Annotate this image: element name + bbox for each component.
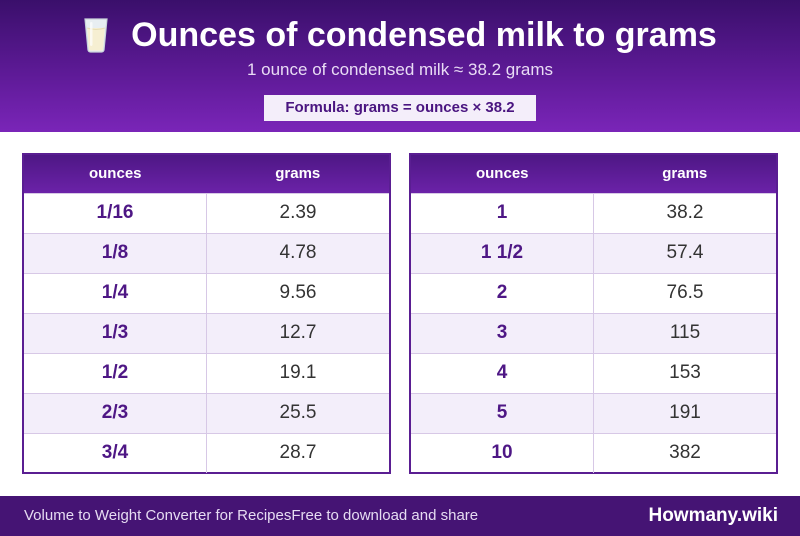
header-banner: Ounces of condensed milk to grams 1 ounc… [0, 0, 800, 132]
ounces-cell: 4 [411, 352, 594, 393]
table-row: 2 76.5 [411, 272, 776, 313]
table-header-row: ounces grams [24, 155, 389, 193]
table-row: 1/3 12.7 [24, 312, 389, 353]
table-row: 1 1/2 57.4 [411, 232, 776, 273]
table-row: 1/2 19.1 [24, 352, 389, 393]
table-row: 10 382 [411, 432, 776, 473]
table-row: 4 153 [411, 352, 776, 393]
table-row: 3/4 28.7 [24, 432, 389, 473]
column-header-ounces: ounces [411, 155, 594, 193]
grams-cell: 38.2 [593, 192, 776, 233]
grams-cell: 153 [593, 352, 776, 393]
column-header-grams: grams [593, 155, 776, 193]
table-row: 1/4 9.56 [24, 272, 389, 313]
footer-tagline: Volume to Weight Converter for RecipesFr… [24, 507, 479, 524]
ounces-cell: 3/4 [24, 432, 207, 473]
grams-cell: 4.78 [206, 232, 389, 273]
ounces-cell: 1/2 [24, 352, 207, 393]
table-row: 1/8 4.78 [24, 232, 389, 273]
grams-cell: 76.5 [593, 272, 776, 313]
conversion-subtitle: 1 ounce of condensed milk ≈ 38.2 grams [246, 60, 554, 79]
ounces-cell: 1 1/2 [411, 232, 594, 273]
grams-cell: 57.4 [593, 232, 776, 273]
ounces-cell: 1/16 [24, 192, 207, 233]
grams-cell: 382 [593, 432, 776, 473]
column-header-grams: grams [206, 155, 389, 193]
ounces-cell: 1 [411, 192, 594, 233]
ounces-cell: 10 [411, 432, 594, 473]
ounces-cell: 1/3 [24, 312, 207, 353]
ounces-cell: 5 [411, 392, 594, 433]
table-row: 5 191 [411, 392, 776, 433]
table-row: 1/16 2.39 [24, 192, 389, 233]
table-row: 2/3 25.5 [24, 392, 389, 433]
formula-badge: Formula: grams = ounces × 38.2 [264, 95, 536, 121]
ounces-cell: 2 [411, 272, 594, 313]
grams-cell: 25.5 [206, 392, 389, 433]
ounces-cell: 2/3 [24, 392, 207, 433]
grams-cell: 115 [593, 312, 776, 353]
table-header-row: ounces grams [411, 155, 776, 193]
grams-cell: 28.7 [206, 432, 389, 473]
ounces-cell: 3 [411, 312, 594, 353]
brand-logo-text[interactable]: Howmany.wiki [648, 505, 778, 526]
grams-cell: 12.7 [206, 312, 389, 353]
grams-cell: 19.1 [206, 352, 389, 393]
conversion-table-right: ounces grams 1 38.2 1 1/2 57.4 2 76.5 3 … [409, 153, 778, 474]
grams-cell: 2.39 [206, 192, 389, 233]
table-row: 3 115 [411, 312, 776, 353]
grams-cell: 191 [593, 392, 776, 433]
conversion-table-left: ounces grams 1/16 2.39 1/8 4.78 1/4 9.56… [22, 153, 391, 474]
title-row: Ounces of condensed milk to grams [0, 12, 800, 58]
ounces-cell: 1/4 [24, 272, 207, 313]
milk-glass-icon [83, 17, 109, 53]
footer-bar: Volume to Weight Converter for RecipesFr… [0, 496, 800, 536]
ounces-cell: 1/8 [24, 232, 207, 273]
column-header-ounces: ounces [24, 155, 207, 193]
grams-cell: 9.56 [206, 272, 389, 313]
table-row: 1 38.2 [411, 192, 776, 233]
page-title: Ounces of condensed milk to grams [131, 15, 717, 54]
